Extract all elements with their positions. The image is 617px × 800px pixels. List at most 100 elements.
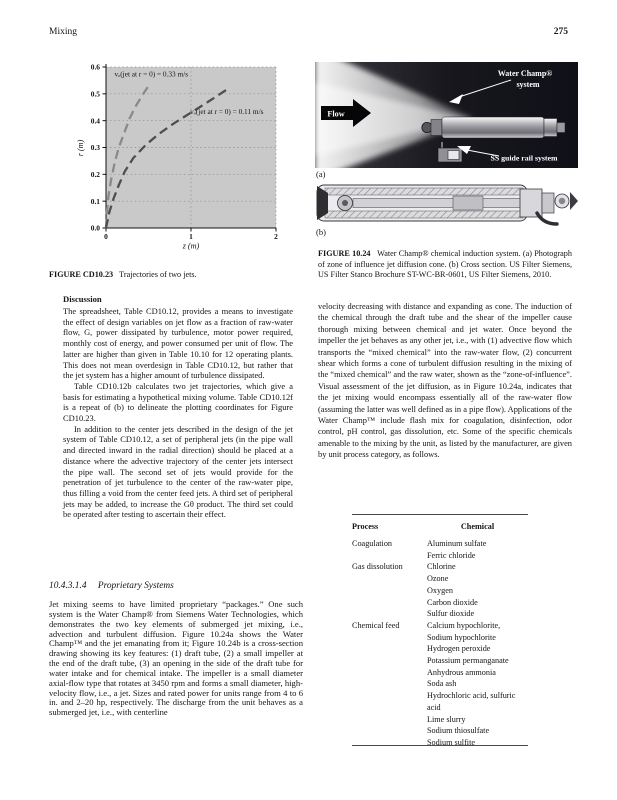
impeller-hub <box>421 121 433 134</box>
section-number: 10.4.3.1.4 <box>49 581 87 591</box>
figure-cd1023-caption-text: Trajectories of two jets. <box>119 270 197 280</box>
table-header-process: Process <box>352 522 379 531</box>
chemical-feed-hose <box>535 211 559 226</box>
callout-line-water-champ <box>458 79 512 98</box>
process-chemical-table: Process Chemical Coagulation Aluminum sul… <box>352 514 528 749</box>
chart-y-tick-label: 0.1 <box>91 197 101 206</box>
section-title: Proprietary Systems <box>97 581 174 591</box>
chart-x-tick-label: 2 <box>274 232 278 241</box>
photo-a-svg: Flow Water Champ® system SS guide rail s… <box>315 48 578 180</box>
figure-1024-caption-text: Water Champ® chemical induction system. … <box>318 249 572 279</box>
process-cell <box>352 632 427 644</box>
table-row: Sodium hypochlorite <box>352 632 528 644</box>
process-cell: Coagulation <box>352 539 393 548</box>
right-column-paragraph: velocity decreasing with distance and ex… <box>318 302 572 460</box>
figure-1024-caption: FIGURE 10.24 Water Champ® chemical induc… <box>318 249 572 280</box>
table-row: Sulfur dioxide <box>352 608 528 620</box>
table-row: Oxygen <box>352 585 528 597</box>
flow-arrow-icon <box>321 99 371 127</box>
chemical-cell: Sodium sulfite <box>427 737 475 747</box>
callout-arrow-water-champ-icon <box>449 94 463 104</box>
figure-photo-a: Flow Water Champ® system SS guide rail s… <box>315 48 578 180</box>
chemical-cell: Sulfur dioxide <box>427 609 475 619</box>
chemical-cell: Lime slurry <box>427 714 466 724</box>
discussion-paragraph-1: The spreadsheet, Table CD10.12, provides… <box>63 306 293 381</box>
motor-step <box>541 192 555 214</box>
chart-y-tick-label: 0.6 <box>91 63 101 72</box>
chart-y-tick-label: 0.4 <box>91 116 101 125</box>
process-cell <box>352 608 427 620</box>
table-row: Lime slurry <box>352 714 528 726</box>
table-row: Potassium permanganate <box>352 655 528 667</box>
process-cell <box>352 737 427 749</box>
impeller-shaft-end <box>342 200 348 206</box>
process-cell <box>352 690 427 713</box>
running-head: Mixing 275 <box>49 27 568 37</box>
shaft-collar <box>452 195 484 211</box>
table-row: Sodium thiosulfate <box>352 725 528 737</box>
chemical-cell: Oxygen <box>427 585 453 595</box>
chemical-cell: Chlorine <box>427 562 456 572</box>
process-cell <box>352 585 427 597</box>
process-cell <box>352 678 427 690</box>
process-cell <box>352 667 427 679</box>
chart-y-tick-label: 0.3 <box>91 143 101 152</box>
tube-mouth <box>317 186 328 220</box>
device-body <box>441 116 545 139</box>
table-row: Ozone <box>352 573 528 585</box>
device-end-cap <box>543 118 558 137</box>
water-champ-label-line1: Water Champ® <box>498 69 553 78</box>
table-header-row: Process Chemical <box>352 522 528 531</box>
device-coupling <box>430 119 443 136</box>
process-cell <box>352 550 427 562</box>
process-cell <box>352 597 427 609</box>
figure-cd1023-label: FIGURE CD10.23 <box>49 270 114 280</box>
chart-y-tick-label: 0.2 <box>91 170 101 179</box>
figure-1024-label: FIGURE 10.24 <box>318 249 371 259</box>
process-cell <box>352 725 427 737</box>
table-row: Hydrochloric acid, sulfuric acid <box>352 690 528 713</box>
chart-y-tick-label: 0.5 <box>91 89 101 98</box>
table-row: Hydrogen peroxide <box>352 643 528 655</box>
chart-x-tick-label: 1 <box>189 232 193 241</box>
water-champ-device <box>421 116 566 163</box>
chart-annotation: vₒ(jet at r = 0) = 0.33 m/s <box>115 69 189 78</box>
figure-cd1023-caption: FIGURE CD10.23 Trajectories of two jets. <box>49 270 294 280</box>
photo-b-svg <box>316 184 578 226</box>
guide-rail-plate <box>447 150 460 160</box>
table-row: Chemical feed Calcium hypochlorite, <box>352 620 528 632</box>
process-cell <box>352 714 427 726</box>
process-cell <box>352 655 427 667</box>
chemical-cell: Anhydrous ammonia <box>427 667 496 677</box>
chart-y-tick-label: 0.0 <box>91 224 101 233</box>
chart-x-tick-label: 0 <box>104 232 108 241</box>
chemical-cell: Sodium hypochlorite <box>427 632 496 642</box>
chart-x-axis-label: z (m) <box>182 242 200 251</box>
chart-y-axis-label: r (m) <box>76 139 85 156</box>
chemical-cell: Aluminum sulfate <box>427 539 487 548</box>
end-cone <box>570 192 578 210</box>
subfigure-b-label: (b) <box>316 227 326 237</box>
chemical-cell: Potassium permanganate <box>427 656 509 666</box>
running-head-title: Mixing <box>49 27 77 37</box>
chemical-cell: Hydrogen peroxide <box>427 644 491 654</box>
table-row: Carbon dioxide <box>352 597 528 609</box>
device-nub <box>556 122 566 133</box>
discussion-heading: Discussion <box>63 294 102 304</box>
table-row: Gas dissolution Chlorine <box>352 561 528 573</box>
water-champ-label-line2: system <box>516 80 539 89</box>
table-row: Sodium sulfite <box>352 737 528 749</box>
callout-line-guide-rail <box>466 149 500 157</box>
table-body: Coagulation Aluminum sulfate Ferric chlori… <box>352 538 528 749</box>
table-row: Soda ash <box>352 678 528 690</box>
chemical-cell: Soda ash <box>427 679 457 689</box>
chemical-cell: Sodium thiosulfate <box>427 726 490 736</box>
intake-port-hole <box>558 197 566 205</box>
chart-annotation: vₒ(jet at r = 0) = 0.11 m/s <box>190 107 263 116</box>
chart-curve <box>104 87 230 229</box>
subfigure-a-label: (a) <box>316 169 326 179</box>
table-row: Coagulation Aluminum sulfate <box>352 538 528 550</box>
table-row: Anhydrous ammonia <box>352 667 528 679</box>
tube-wall-bottom <box>324 210 524 219</box>
